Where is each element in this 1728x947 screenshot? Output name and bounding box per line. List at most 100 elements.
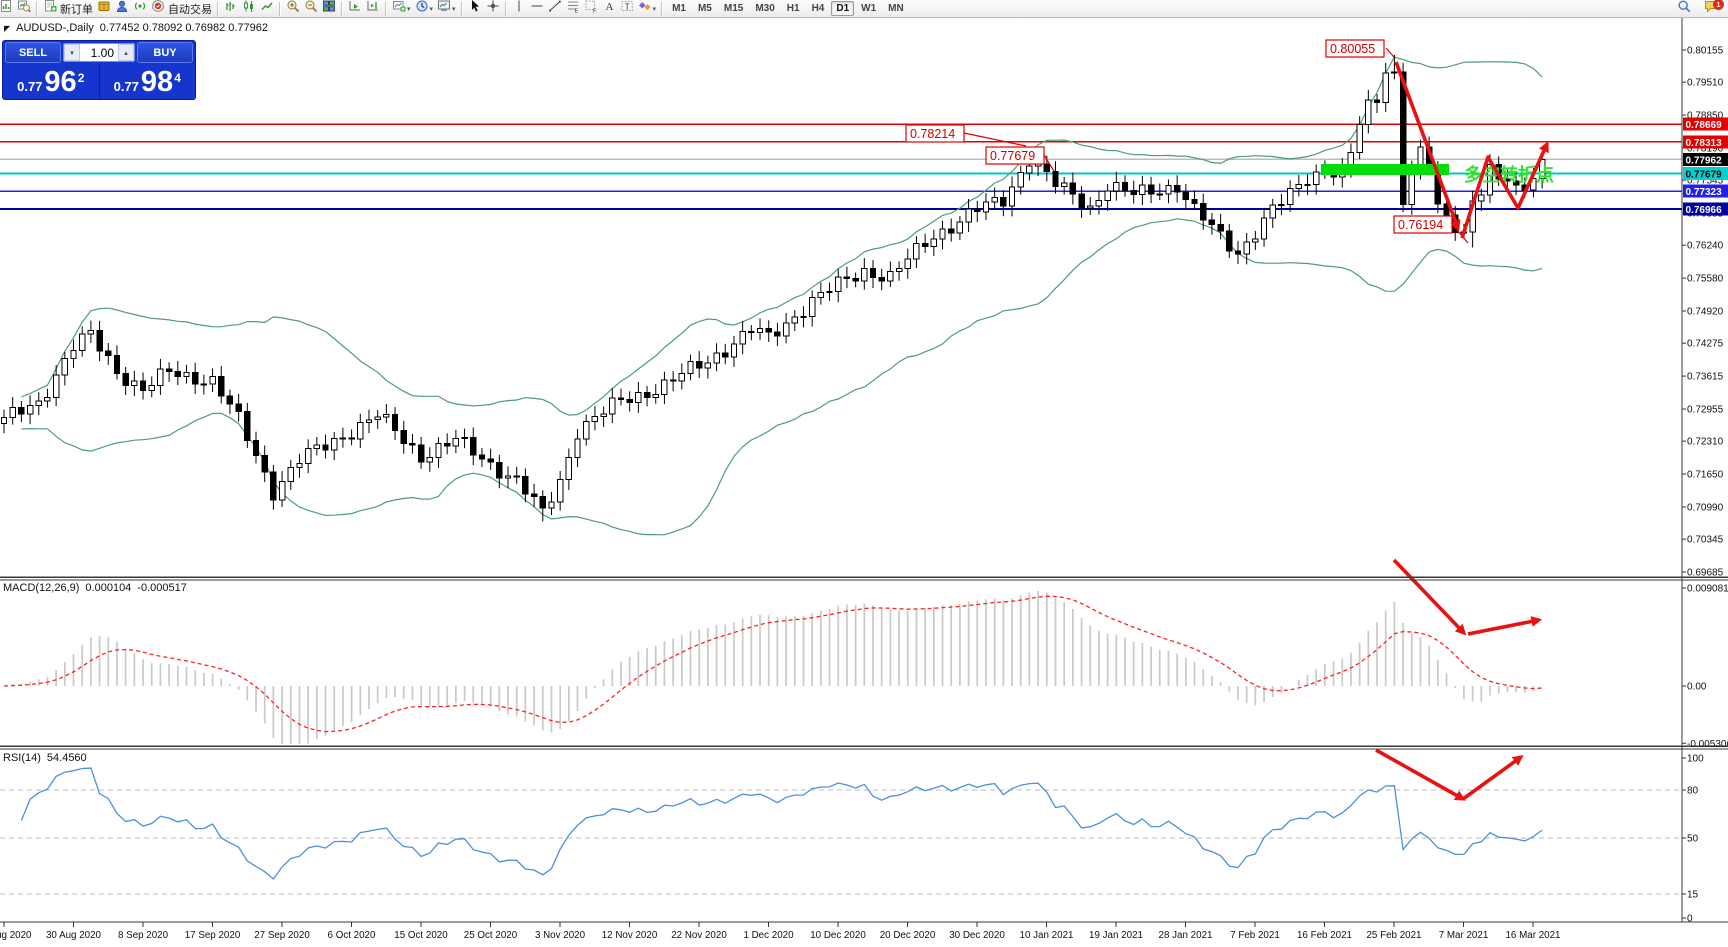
history-center-button[interactable]	[96, 1, 112, 17]
auto-scroll-icon	[348, 0, 362, 18]
timeframe-button-m5[interactable]: M5	[697, 3, 712, 14]
search-button[interactable]	[1676, 0, 1692, 17]
volume-stepper[interactable]: ▾ 1.00 ▴	[63, 43, 135, 62]
timeframe-button-mn[interactable]: MN	[888, 3, 904, 14]
svg-text:0.77962: 0.77962	[1686, 155, 1723, 166]
bar-chart-icon	[224, 0, 238, 18]
timeframe-button-d1[interactable]: D1	[831, 1, 855, 16]
price-annotation-text: 0.78214	[910, 127, 955, 141]
volume-decrease-button[interactable]: ▾	[64, 44, 80, 61]
period-button[interactable]: ▾	[414, 0, 435, 18]
trendline-button[interactable]	[547, 0, 563, 17]
svg-text:10 Dec 2020: 10 Dec 2020	[810, 930, 866, 941]
zoom-out-button[interactable]	[303, 0, 319, 17]
market-watch-button[interactable]	[16, 0, 32, 17]
autotrade-button[interactable]: 自动交易	[150, 0, 213, 18]
chevron-down-icon: ▾	[429, 5, 434, 13]
timeframe-button-h4[interactable]: H4	[811, 3, 825, 14]
svg-text:0.77545: 0.77545	[1687, 176, 1724, 187]
toolbar-separator	[217, 1, 219, 16]
svg-text:0.78190: 0.78190	[1687, 143, 1724, 154]
chart-shift-button[interactable]	[365, 1, 381, 17]
shapes-button[interactable]: ▾	[637, 1, 658, 17]
main-toolbar: 新订单 自动交易 ▾ ▾ ▾ E F A T ▾ M1 M5 M15 M30 H1 H4 D1 W1 MN 1	[0, 0, 1728, 18]
vertical-line-icon	[512, 0, 526, 18]
sell-button[interactable]: SELL	[5, 42, 61, 63]
candles-layer	[0, 55, 1546, 522]
svg-text:22 Nov 2020: 22 Nov 2020	[671, 930, 727, 941]
svg-text:17 Sep 2020: 17 Sep 2020	[185, 930, 241, 941]
price-chart-canvas[interactable]: 0.80055 0.78214 0.77679 0.76194 多空转折点 0.80155…	[0, 18, 1728, 947]
buy-button[interactable]: BUY	[137, 42, 193, 63]
timeframe-button-h1[interactable]: H1	[786, 3, 800, 14]
svg-text:0.77323: 0.77323	[1686, 187, 1723, 198]
zoom-in-button[interactable]	[285, 0, 301, 17]
template-button[interactable]: ▾	[436, 0, 457, 17]
horizontal-line-button[interactable]	[529, 1, 545, 17]
drawn-trend-arrow[interactable]	[1394, 61, 1461, 232]
auto-scroll-button[interactable]	[347, 1, 363, 17]
crosshair-button[interactable]	[485, 0, 501, 17]
svg-text:0.00: 0.00	[1687, 682, 1707, 693]
signals-icon	[133, 0, 147, 18]
toolbar-separator	[504, 1, 507, 16]
new-order-icon	[43, 0, 57, 18]
volume-increase-button[interactable]: ▴	[118, 44, 134, 61]
price-annotation-box[interactable]	[985, 146, 1045, 165]
period-icon	[415, 0, 429, 18]
candle-chart-button[interactable]	[241, 0, 257, 18]
toolbar-separator	[36, 1, 38, 16]
svg-text:19 Jan 2021: 19 Jan 2021	[1089, 930, 1143, 941]
label-button[interactable]: T	[619, 1, 635, 17]
svg-text:0.72310: 0.72310	[1687, 437, 1724, 448]
drawn-trend-arrow[interactable]	[1460, 141, 1549, 239]
signals-button[interactable]	[132, 1, 148, 17]
timeframe-button-m1[interactable]: M1	[672, 3, 686, 14]
grid-button[interactable]: F	[583, 0, 599, 17]
toolbar-right-group: 1	[1678, 0, 1724, 17]
timeframe-button-m15[interactable]: M15	[723, 3, 744, 14]
svg-text:15 Oct 2020: 15 Oct 2020	[394, 930, 448, 941]
new-chart-button[interactable]: ▾	[391, 1, 412, 17]
drawn-trend-arrow[interactable]	[1392, 558, 1467, 636]
line-chart-button[interactable]	[259, 1, 275, 17]
svg-text:28 Jan 2021: 28 Jan 2021	[1159, 930, 1213, 941]
bar-chart-button[interactable]	[223, 1, 239, 17]
svg-text:100: 100	[1687, 754, 1704, 765]
svg-text:0.76966: 0.76966	[1686, 205, 1723, 216]
svg-text:0.76240: 0.76240	[1687, 241, 1724, 252]
candle-chart-icon	[242, 0, 256, 18]
vertical-line-button[interactable]	[511, 0, 527, 18]
cursor-button[interactable]	[467, 0, 483, 17]
text-button[interactable]: A	[601, 1, 617, 17]
sell-price[interactable]: 0.77 96 2	[3, 64, 100, 100]
svg-text:20 Dec 2020: 20 Dec 2020	[880, 930, 936, 941]
timeframe-button-m30[interactable]: M30	[755, 3, 775, 14]
chart-area[interactable]: 0.80055 0.78214 0.77679 0.76194 多空转折点 0.80155…	[0, 18, 1728, 947]
turning-point-note-text[interactable]: 多空转折点	[1464, 164, 1554, 185]
drawn-trend-arrow[interactable]	[1467, 616, 1543, 636]
new-order-button[interactable]: 新订单	[42, 0, 94, 18]
toolbar-separator	[385, 1, 387, 16]
macd-indicator-label: MACD(12,26,9) 0.000104 -0.000517	[3, 582, 187, 594]
price-annotation-box[interactable]	[1325, 39, 1385, 58]
buy-price[interactable]: 0.77 98 4	[113, 66, 181, 98]
tile-windows-button[interactable]	[321, 0, 337, 17]
timeframe-button-w1[interactable]: W1	[861, 3, 877, 14]
chart-file-button[interactable]	[0, 0, 14, 17]
fibonacci-button[interactable]: E	[565, 1, 581, 17]
price-annotation-box[interactable]	[905, 124, 965, 143]
toolbar-separator	[341, 1, 343, 16]
autotrade-icon	[151, 0, 165, 18]
drawn-trend-arrow[interactable]	[1461, 755, 1524, 801]
notifications-button[interactable]: 1	[1703, 0, 1724, 17]
svg-text:T: T	[624, 2, 629, 11]
turning-point-highlight-bar[interactable]	[1321, 164, 1449, 175]
line-chart-icon	[260, 0, 274, 18]
community-button[interactable]	[114, 0, 130, 17]
drawn-trend-arrow[interactable]	[1375, 748, 1466, 801]
svg-text:0.79510: 0.79510	[1687, 78, 1724, 89]
svg-text:E: E	[574, 9, 578, 13]
svg-text:15: 15	[1687, 890, 1699, 901]
